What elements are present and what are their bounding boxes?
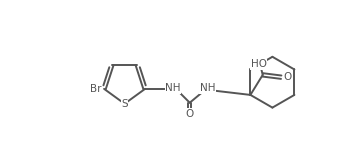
Text: Br: Br bbox=[90, 84, 102, 94]
Text: S: S bbox=[121, 99, 128, 109]
Text: NH: NH bbox=[200, 83, 215, 93]
Text: HO: HO bbox=[251, 59, 267, 69]
Text: O: O bbox=[186, 109, 194, 119]
Text: O: O bbox=[284, 72, 292, 82]
Text: NH: NH bbox=[165, 83, 181, 93]
